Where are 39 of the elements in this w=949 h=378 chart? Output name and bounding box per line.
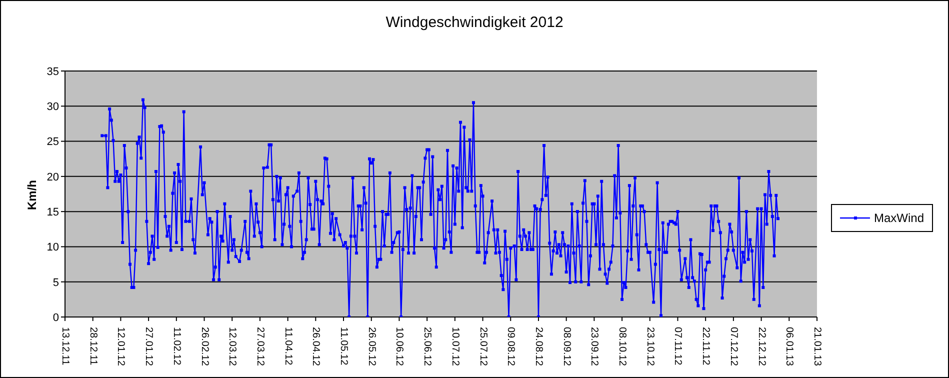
y-axis-title: Km/h: [25, 180, 39, 210]
x-tick-label: 06.01.13: [784, 327, 795, 366]
x-tick-label: 07.12.12: [728, 327, 739, 366]
x-tick-label: 26.02.12: [198, 327, 210, 366]
x-tick-label: 27.01.12: [143, 327, 154, 366]
x-tick-label: 13.12.11: [60, 327, 70, 366]
legend-label: MaxWind: [874, 211, 924, 225]
y-tick-label: 15: [46, 206, 59, 218]
x-tick-label: 24.08.12: [532, 327, 544, 366]
x-tick-label: 12.03.12: [226, 327, 238, 366]
y-tick-label: 10: [46, 242, 59, 254]
x-tick-label: 07.11.12: [672, 327, 684, 366]
x-tick-label: 11.05.12: [338, 327, 350, 366]
x-tick-label: 22.12.12: [756, 327, 767, 366]
x-tick-label: 25.06.12: [422, 327, 433, 366]
chart-title: Windgeschwindigkeit 2012: [384, 14, 564, 31]
x-tick-label: 12.01.12: [115, 327, 126, 366]
x-tick-label: 27.03.12: [254, 327, 266, 366]
y-tick-label: 25: [46, 136, 59, 148]
x-tick-label: 10.07.12: [449, 327, 460, 366]
x-tick-label: 08.10.12: [616, 327, 628, 366]
x-tick-label: 11.02.12: [170, 327, 182, 366]
x-tick-label: 25.07.12: [477, 327, 488, 366]
x-tick-label: 21.01.13: [811, 327, 822, 366]
x-tick-label: 23.10.12: [644, 327, 656, 366]
x-tick-label: 23.09.12: [588, 327, 600, 366]
x-tick-label: 09.08.12: [505, 327, 516, 366]
x-tick-label: 28.12.11: [87, 327, 98, 366]
x-tick-label: 08.09.12: [560, 327, 572, 366]
y-tick-label: 5: [52, 276, 59, 289]
y-tick-label: 35: [46, 66, 59, 78]
x-tick-label: 26.05.12: [366, 327, 377, 366]
x-tick-label: 26.04.12: [310, 327, 322, 366]
y-tick-label: 30: [46, 101, 59, 114]
y-tick-label: 0: [52, 312, 59, 324]
y-tick-label: 20: [46, 171, 59, 184]
x-tick-label: 10.06.12: [394, 327, 405, 366]
x-tick-label: 22.11.12: [700, 327, 712, 366]
x-tick-label: 11.04.12: [282, 327, 294, 366]
